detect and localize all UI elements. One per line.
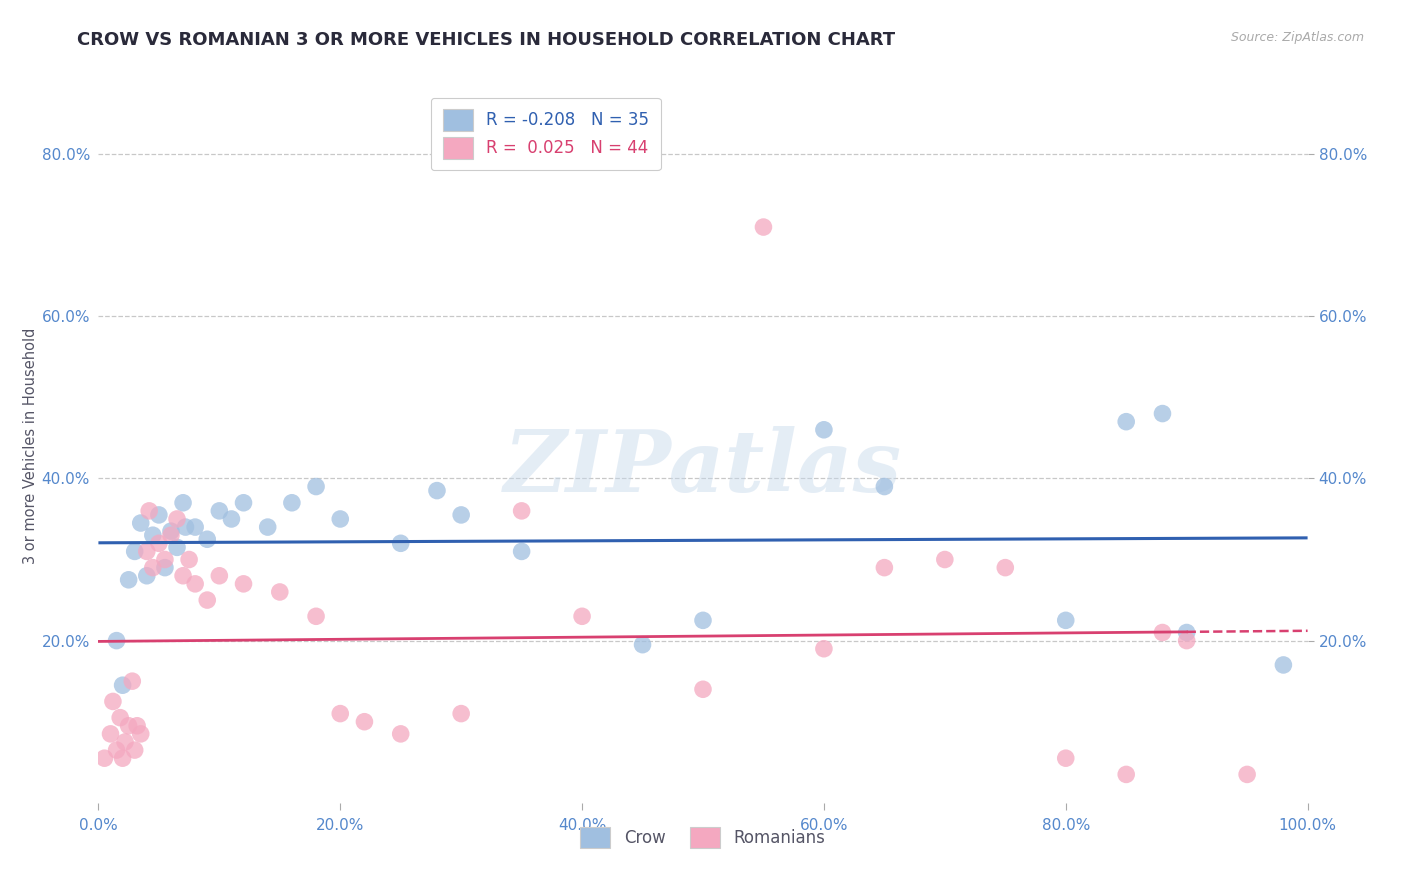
Point <box>631 638 654 652</box>
Point <box>172 568 194 582</box>
Point <box>121 674 143 689</box>
Point <box>148 508 170 522</box>
Point <box>105 633 128 648</box>
Point <box>153 552 176 566</box>
Text: CROW VS ROMANIAN 3 OR MORE VEHICLES IN HOUSEHOLD CORRELATION CHART: CROW VS ROMANIAN 3 OR MORE VEHICLES IN H… <box>77 31 896 49</box>
Point <box>111 678 134 692</box>
Point <box>127 719 149 733</box>
Point <box>148 536 170 550</box>
Point <box>934 552 956 566</box>
Point <box>184 520 207 534</box>
Point <box>752 220 775 235</box>
Point <box>118 719 141 733</box>
Point <box>281 496 304 510</box>
Point <box>256 520 278 534</box>
Point <box>111 751 134 765</box>
Point <box>179 552 201 566</box>
Point <box>873 479 896 493</box>
Point <box>1272 657 1295 672</box>
Point <box>329 512 352 526</box>
Point <box>426 483 449 498</box>
Legend: Crow, Romanians: Crow, Romanians <box>574 821 832 855</box>
Point <box>1175 625 1198 640</box>
Text: ZIPatlas: ZIPatlas <box>503 425 903 509</box>
Point <box>142 528 165 542</box>
Point <box>101 694 124 708</box>
Point <box>813 641 835 656</box>
Point <box>135 544 157 558</box>
Point <box>389 536 412 550</box>
Point <box>195 593 218 607</box>
Point <box>135 568 157 582</box>
Point <box>93 751 115 765</box>
Point <box>1152 407 1174 421</box>
Point <box>450 508 472 522</box>
Point <box>142 560 165 574</box>
Point <box>1115 767 1137 781</box>
Y-axis label: 3 or more Vehicles in Household: 3 or more Vehicles in Household <box>22 328 38 564</box>
Point <box>994 560 1017 574</box>
Point <box>450 706 472 721</box>
Text: Source: ZipAtlas.com: Source: ZipAtlas.com <box>1230 31 1364 45</box>
Point <box>105 743 128 757</box>
Point <box>1054 613 1077 627</box>
Point <box>813 423 835 437</box>
Point <box>232 577 254 591</box>
Point <box>160 524 183 538</box>
Point <box>329 706 352 721</box>
Point <box>100 727 122 741</box>
Point <box>195 533 218 547</box>
Point <box>510 544 533 558</box>
Point <box>124 544 146 558</box>
Point <box>166 512 188 526</box>
Point <box>114 735 136 749</box>
Point <box>129 727 152 741</box>
Point <box>510 504 533 518</box>
Point <box>166 541 188 555</box>
Point <box>873 560 896 574</box>
Point <box>208 568 231 582</box>
Point <box>1115 415 1137 429</box>
Point <box>118 573 141 587</box>
Point <box>692 613 714 627</box>
Point <box>389 727 412 741</box>
Point <box>160 528 183 542</box>
Point <box>305 479 328 493</box>
Point <box>571 609 593 624</box>
Point <box>124 743 146 757</box>
Point <box>1236 767 1258 781</box>
Point <box>184 577 207 591</box>
Point <box>1152 625 1174 640</box>
Point <box>153 560 176 574</box>
Point <box>174 520 197 534</box>
Point <box>305 609 328 624</box>
Point <box>269 585 291 599</box>
Point <box>221 512 243 526</box>
Point <box>1054 751 1077 765</box>
Point <box>692 682 714 697</box>
Point <box>353 714 375 729</box>
Point <box>108 711 131 725</box>
Point <box>1175 633 1198 648</box>
Point <box>138 504 160 518</box>
Point <box>129 516 152 530</box>
Point <box>232 496 254 510</box>
Point <box>208 504 231 518</box>
Point <box>172 496 194 510</box>
